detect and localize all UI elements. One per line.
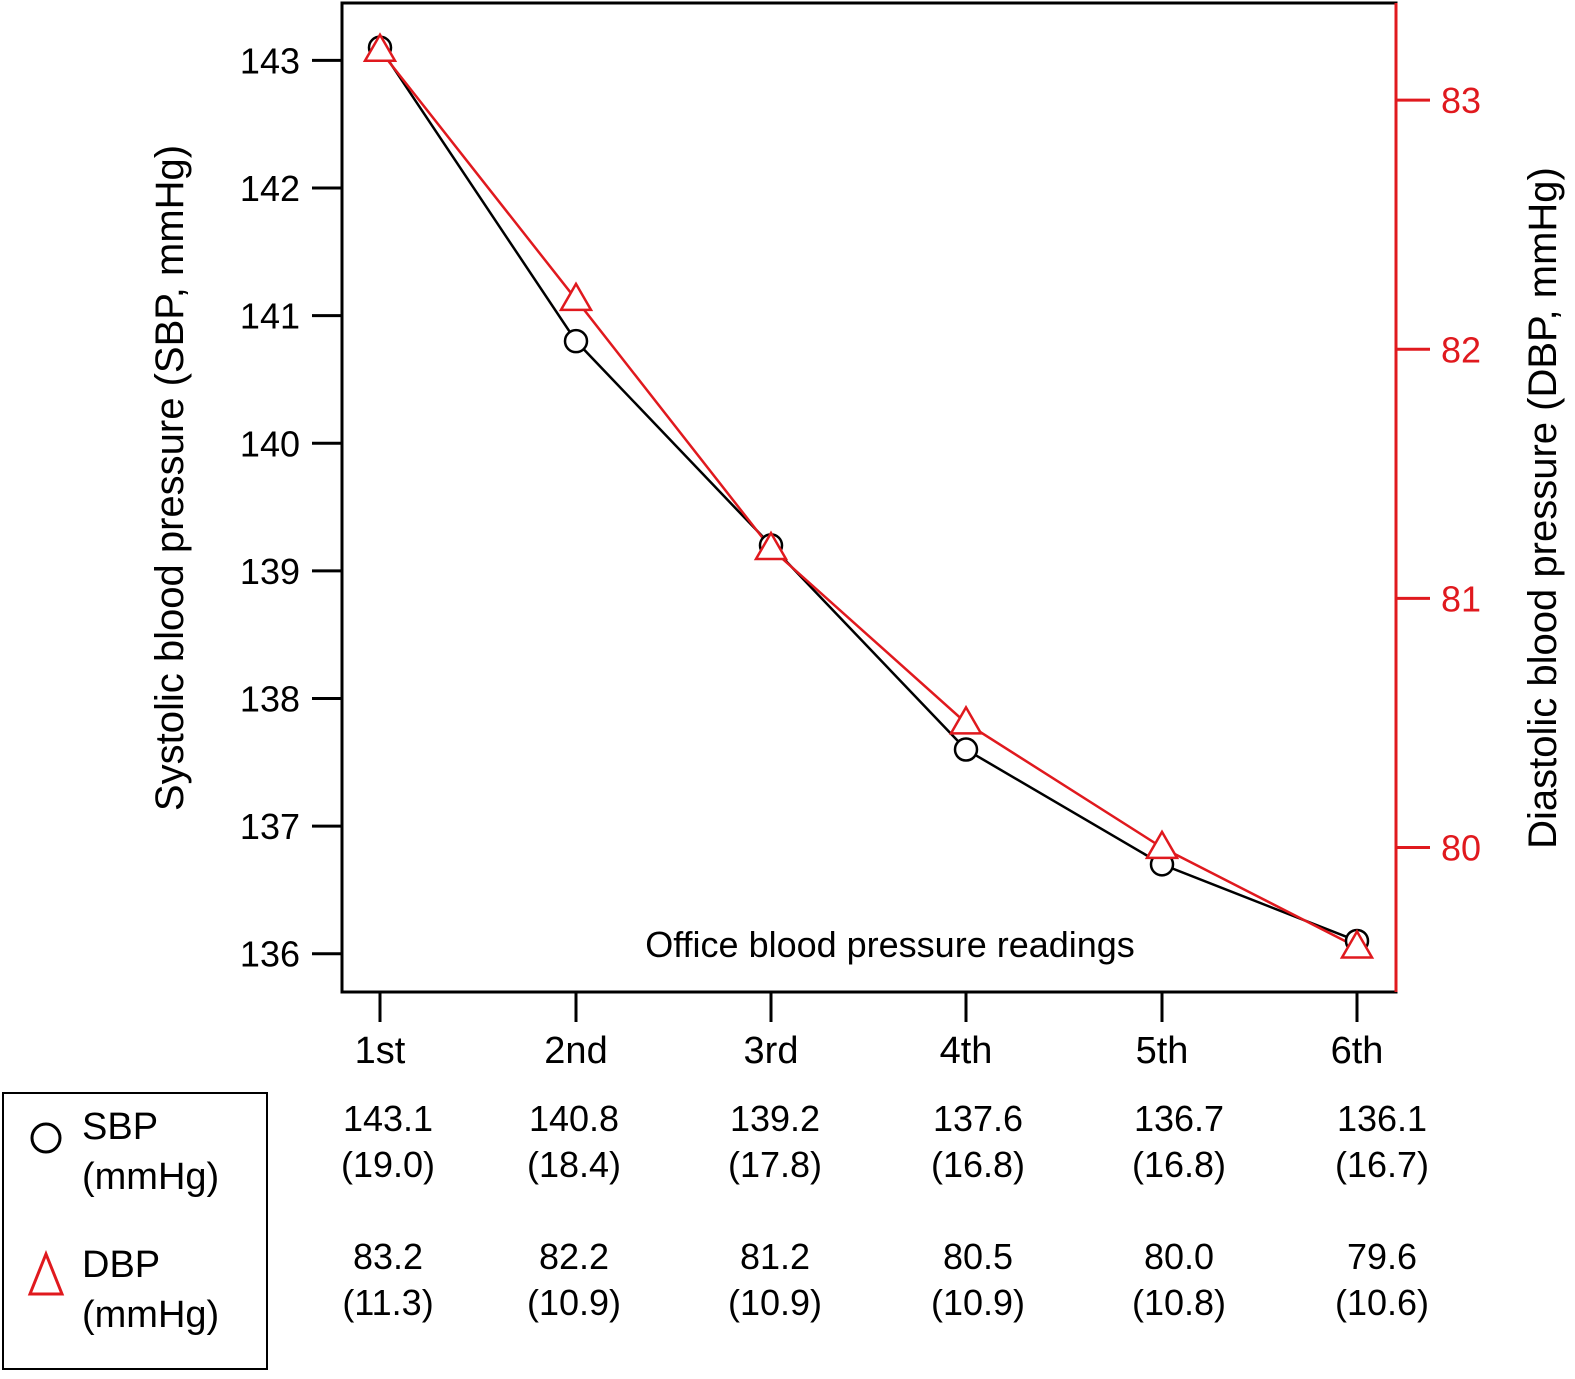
dbp-mean-cell: 82.2 [538, 1236, 610, 1277]
x-tick-label: 4th [940, 1030, 993, 1072]
dbp-mean-cell: 83.2 [352, 1236, 424, 1277]
right-axis-ticks: 80 81 82 83 [1396, 80, 1481, 869]
legend-sbp-name: SBP [82, 1106, 159, 1148]
sbp-point [563, 328, 589, 354]
dbp-sd-cell: (10.6) [1334, 1282, 1430, 1323]
y-left-tick-label: 139 [240, 551, 300, 592]
y-left-tick-label: 141 [240, 296, 300, 337]
dbp-sd-cell: (10.8) [1131, 1282, 1227, 1323]
y-right-tick-label: 82 [1441, 329, 1481, 370]
sbp-sd-cell: (16.8) [1131, 1144, 1227, 1185]
y-right-tick-label: 83 [1441, 80, 1481, 121]
dbp-mean-cell: 79.6 [1346, 1236, 1418, 1277]
y-left-tick-label: 137 [240, 806, 300, 847]
sbp-mean-cell: 143.1 [342, 1098, 434, 1139]
sbp-mean-cell: 139.2 [729, 1098, 821, 1139]
triangle-icon [27, 1250, 65, 1296]
dbp-mean-cell: 80.5 [942, 1236, 1014, 1277]
dbp-sd-cell: (10.9) [727, 1282, 823, 1323]
dbp-point [558, 281, 594, 312]
dbp-mean-cell: 80.0 [1143, 1236, 1215, 1277]
y-left-axis-title: Systolic blood pressure (SBP, mmHg) [148, 145, 192, 811]
series-markers [362, 32, 1375, 959]
y-right-tick-label: 81 [1441, 578, 1481, 619]
x-tick-label: 1st [355, 1030, 406, 1072]
y-left-tick-label: 143 [240, 40, 300, 81]
x-tick-label: 3rd [744, 1030, 799, 1072]
sbp-sd-cell: (18.4) [526, 1144, 622, 1185]
dbp-sd-cell: (10.9) [930, 1282, 1026, 1323]
sbp-point [953, 737, 979, 762]
sbp-mean-cell: 136.7 [1133, 1098, 1225, 1139]
circle-icon [30, 1122, 62, 1154]
series-line-dbp [379, 49, 1358, 949]
sbp-sd-cell: (17.8) [727, 1144, 823, 1185]
x-tick-label: 6th [1331, 1030, 1384, 1072]
dbp-mean-cell: 81.2 [739, 1236, 811, 1277]
y-right-tick-label: 80 [1441, 828, 1481, 869]
sbp-mean-cell: 140.8 [528, 1098, 620, 1139]
sbp-sd-cell: (16.7) [1334, 1144, 1430, 1185]
series-line-sbp [378, 46, 1358, 943]
dbp-point [362, 32, 398, 62]
dbp-point [1144, 829, 1180, 860]
legend-sbp-unit: (mmHg) [82, 1156, 220, 1198]
sbp-sd-cell: (19.0) [340, 1144, 436, 1185]
legend-dbp-unit: (mmHg) [82, 1294, 220, 1336]
plot-frame [340, 1, 1398, 994]
left-axis-ticks: 136 137 138 139 140 141 142 143 [240, 40, 342, 975]
x-axis-title: Office blood pressure readings [645, 924, 1135, 965]
dbp-point [1339, 929, 1375, 959]
legend-box: SBP (mmHg) DBP (mmHg) [2, 1092, 268, 1370]
y-left-tick-label: 138 [240, 678, 300, 719]
x-tick-label: 2nd [544, 1030, 607, 1072]
x-tick-label: 5th [1136, 1030, 1189, 1072]
y-left-tick-label: 140 [240, 423, 300, 464]
y-left-tick-label: 136 [240, 934, 300, 975]
dbp-sd-cell: (11.3) [342, 1282, 434, 1323]
series-lines [378, 46, 1358, 949]
dbp-point [753, 530, 789, 561]
y-left-tick-label: 142 [240, 168, 300, 209]
dbp-point [948, 704, 984, 735]
legend-dbp-name: DBP [82, 1244, 161, 1286]
sbp-mean-cell: 137.6 [932, 1098, 1024, 1139]
sbp-sd-cell: (16.8) [930, 1144, 1026, 1185]
x-axis-ticks: 1st 2nd 3rd 4th 5th 6th [355, 992, 1384, 1072]
sbp-mean-cell: 136.1 [1336, 1098, 1428, 1139]
dbp-sd-cell: (10.9) [526, 1282, 622, 1323]
y-right-axis-title: Diastolic blood pressure (DBP, mmHg) [1521, 167, 1565, 849]
